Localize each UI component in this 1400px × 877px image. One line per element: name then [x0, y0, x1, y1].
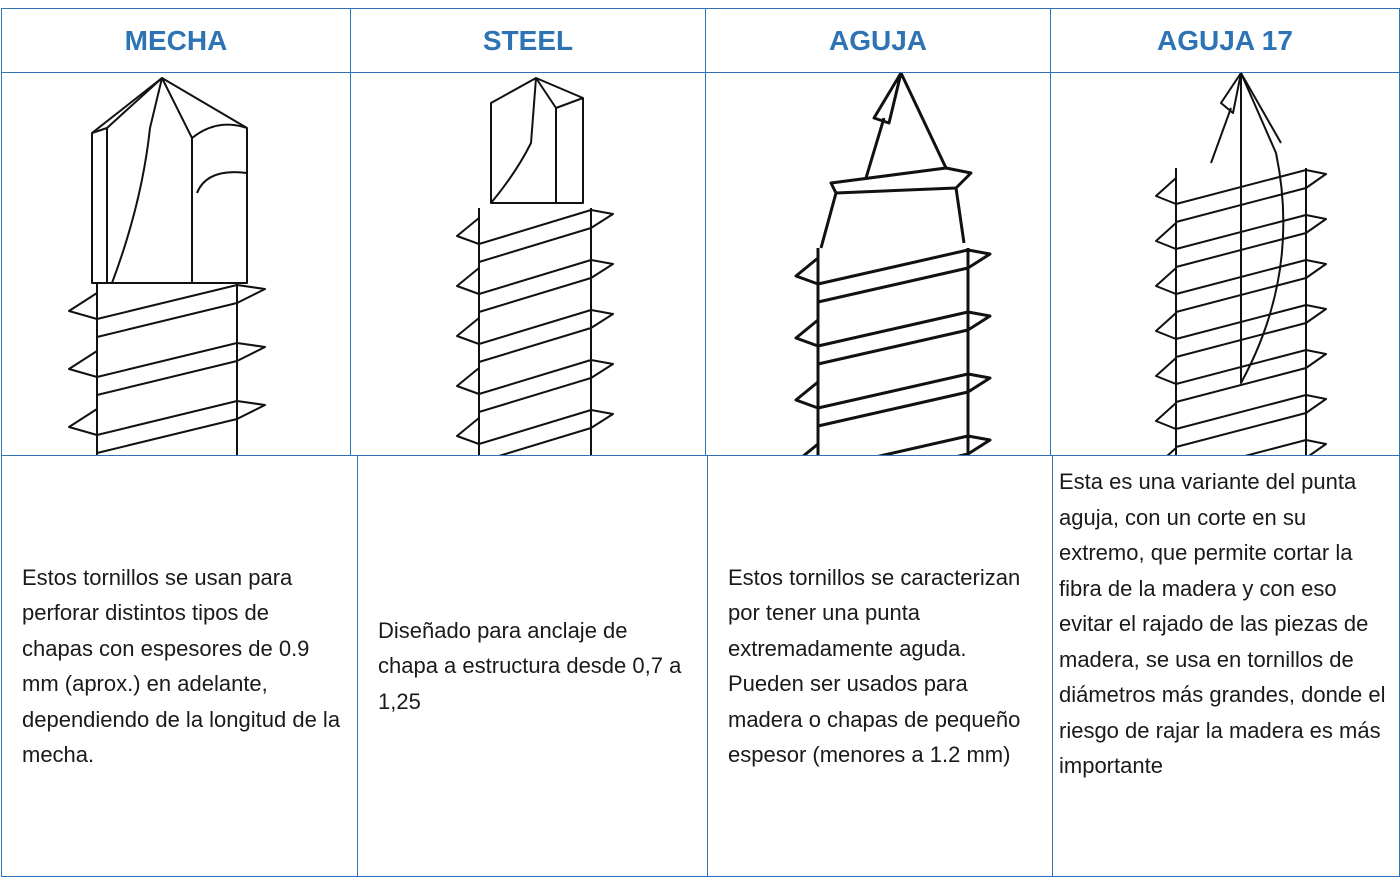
thread-line — [456, 309, 614, 363]
thread-line — [1155, 259, 1327, 313]
image-cell — [1050, 72, 1400, 456]
thread-line — [794, 248, 992, 304]
header-cell: STEEL — [350, 8, 706, 73]
screw-drawing — [1155, 73, 1327, 455]
header-cell: MECHA — [1, 8, 351, 73]
thread-line — [1155, 304, 1327, 358]
thread-line — [1166, 439, 1327, 455]
thread-line — [456, 409, 614, 455]
thread-line — [478, 208, 592, 455]
thread-line — [794, 372, 992, 428]
thread-line — [1155, 169, 1327, 223]
description-text: Diseñado para anclaje de chapa a estruct… — [378, 617, 682, 714]
description-text: Esta es una variante del punta aguja, co… — [1059, 469, 1386, 778]
thread-line — [456, 209, 614, 263]
image-cell — [1, 72, 351, 456]
description-cell: Esta es una variante del punta aguja, co… — [1052, 455, 1400, 877]
thread-line — [1155, 394, 1327, 448]
thread-line — [96, 283, 238, 455]
description-text: Estos tornillos se usan para perforar di… — [22, 564, 341, 768]
screw-drawing — [456, 77, 614, 455]
thread-line — [1155, 349, 1327, 403]
thread-line — [1155, 214, 1327, 268]
thread-line — [802, 434, 992, 455]
description-cell: Diseñado para anclaje de chapa a estruct… — [357, 455, 708, 877]
screw-drawing — [794, 73, 992, 455]
description-cell: Estos tornillos se usan para perforar di… — [1, 455, 358, 877]
thread-line — [68, 284, 266, 338]
screw-drawing — [68, 77, 266, 455]
description-text: Estos tornillos se caracterizan por tene… — [728, 564, 1021, 768]
image-cell — [705, 72, 1051, 456]
thread-line — [456, 359, 614, 413]
thread-line — [68, 342, 266, 396]
header-cell: AGUJA — [705, 8, 1051, 73]
description-cell: Estos tornillos se caracterizan por tene… — [707, 455, 1053, 877]
thread-line — [794, 310, 992, 366]
thread-line — [456, 259, 614, 313]
image-cell — [350, 72, 706, 456]
header-cell: AGUJA 17 — [1050, 8, 1400, 73]
thread-line — [68, 400, 266, 454]
